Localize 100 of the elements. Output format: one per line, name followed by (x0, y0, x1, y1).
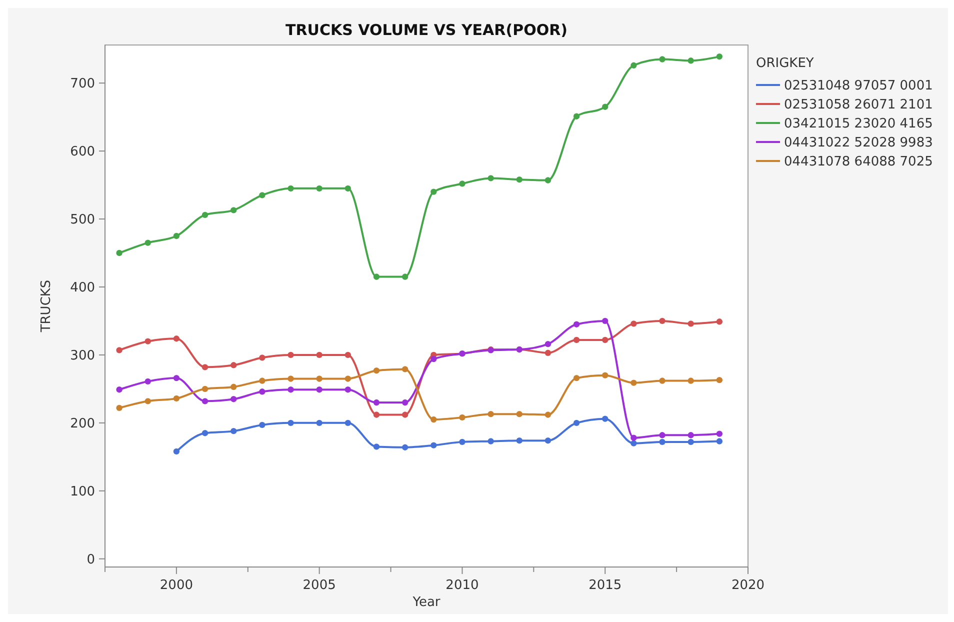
point (459, 180, 466, 187)
point (544, 350, 552, 356)
x-tick-label: 2000 (160, 578, 193, 593)
point (602, 336, 608, 344)
point (316, 386, 322, 393)
x-tick-label: 2015 (588, 578, 622, 593)
point (373, 444, 380, 450)
point (573, 113, 580, 120)
legend-label: 03421015 23020 4165 (784, 116, 933, 132)
point (602, 416, 608, 422)
point (202, 212, 208, 218)
point (230, 362, 237, 368)
point (344, 376, 351, 382)
point (488, 438, 494, 444)
point (659, 438, 666, 446)
point (259, 192, 266, 198)
point (688, 438, 694, 446)
point (659, 56, 666, 62)
point (716, 430, 723, 437)
legend-label: 02531048 97057 0001 (784, 78, 933, 94)
point (144, 240, 151, 246)
point (716, 318, 723, 325)
point (116, 404, 122, 412)
point (316, 376, 322, 382)
y-tick-label: 300 (70, 348, 95, 364)
point (516, 437, 522, 444)
point (316, 185, 322, 192)
point (459, 438, 466, 446)
point (688, 432, 694, 438)
point (716, 377, 723, 384)
point (202, 364, 208, 370)
point (116, 250, 122, 256)
point (573, 336, 580, 344)
point (659, 378, 666, 384)
point (202, 398, 208, 404)
point (688, 58, 694, 64)
point (344, 352, 351, 358)
point (288, 420, 294, 426)
point (202, 386, 208, 392)
point (573, 374, 580, 382)
point (173, 448, 180, 455)
y-tick-label: 0 (86, 552, 95, 568)
point (602, 318, 608, 324)
point (430, 356, 437, 362)
point (430, 416, 437, 423)
point (288, 376, 294, 382)
point (602, 372, 608, 378)
point (373, 412, 380, 418)
point (230, 428, 237, 434)
point (116, 386, 122, 393)
y-tick-label: 100 (70, 484, 95, 500)
point (173, 374, 180, 382)
point (344, 420, 351, 426)
y-tick-label: 500 (70, 212, 95, 228)
chart-title: TRUCKS VOLUME VS YEAR(POOR) (286, 21, 568, 39)
point (544, 412, 552, 418)
point (402, 366, 408, 372)
point (516, 176, 522, 183)
point (202, 430, 208, 436)
point (544, 340, 552, 348)
y-tick-label: 400 (70, 280, 95, 296)
point (288, 185, 294, 192)
point (716, 438, 723, 444)
point (116, 347, 122, 354)
y-tick-label: 200 (70, 416, 95, 432)
point (544, 177, 552, 184)
point (573, 321, 580, 328)
point (259, 378, 266, 384)
point (373, 367, 380, 374)
point (688, 378, 694, 384)
legend-label: 04431078 64088 7025 (784, 154, 933, 170)
point (630, 62, 637, 68)
point (144, 338, 151, 344)
point (259, 388, 266, 395)
point (259, 354, 266, 361)
point (230, 384, 237, 390)
y-tick-label: 700 (70, 76, 95, 92)
point (430, 188, 437, 195)
x-tick-label: 2005 (302, 578, 336, 593)
point (402, 399, 408, 406)
point (659, 318, 666, 324)
point (144, 398, 151, 404)
point (173, 336, 180, 342)
x-tick-label: 2020 (731, 578, 765, 593)
point (402, 412, 408, 418)
point (459, 414, 466, 421)
point (573, 420, 580, 426)
point (344, 386, 351, 393)
x-tick-label: 2010 (446, 578, 479, 593)
point (373, 399, 380, 406)
point (430, 442, 437, 448)
point (173, 395, 180, 402)
point (630, 380, 637, 386)
point (259, 422, 266, 428)
point (602, 104, 608, 110)
point (630, 320, 637, 327)
point (316, 352, 322, 358)
point (288, 386, 294, 393)
point (659, 432, 666, 438)
point (230, 396, 237, 402)
